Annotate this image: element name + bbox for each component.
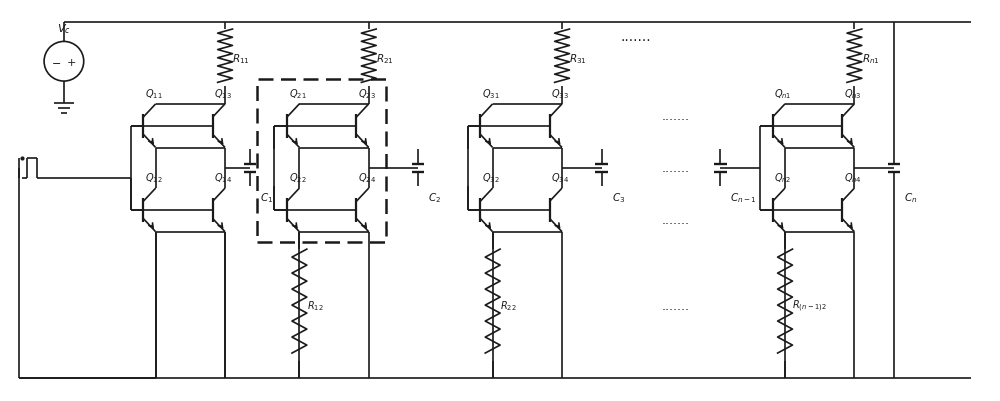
- Text: .......: .......: [662, 214, 690, 227]
- Text: $Q_{23}$: $Q_{23}$: [358, 87, 376, 101]
- Text: $Q_{13}$: $Q_{13}$: [214, 87, 232, 101]
- Text: $Q_{n3}$: $Q_{n3}$: [844, 87, 862, 101]
- Text: $Q_{n2}$: $Q_{n2}$: [774, 171, 792, 185]
- Text: $R_{(n-1)2}$: $R_{(n-1)2}$: [792, 298, 827, 313]
- Text: $R_{12}$: $R_{12}$: [307, 298, 323, 312]
- Text: $R_{22}$: $R_{22}$: [500, 298, 517, 312]
- Text: $+$: $+$: [66, 57, 76, 68]
- Text: .......: .......: [621, 30, 652, 45]
- Text: $Q_{n4}$: $Q_{n4}$: [844, 171, 862, 185]
- Text: $Q_{32}$: $Q_{32}$: [482, 171, 500, 185]
- Bar: [257, 80, 386, 242]
- Text: $C_{3}$: $C_{3}$: [612, 190, 625, 205]
- Text: $Q_{12}$: $Q_{12}$: [145, 171, 163, 185]
- Text: $R_{31}$: $R_{31}$: [569, 52, 587, 65]
- Text: $R_{n1}$: $R_{n1}$: [862, 52, 880, 65]
- Text: $C_{n-1}$: $C_{n-1}$: [730, 190, 757, 205]
- Text: $Q_{24}$: $Q_{24}$: [358, 171, 376, 185]
- Text: $Q_{22}$: $Q_{22}$: [289, 171, 306, 185]
- Text: $Q_{21}$: $Q_{21}$: [289, 87, 306, 101]
- Text: $R_{11}$: $R_{11}$: [232, 52, 250, 65]
- Text: $Q_{14}$: $Q_{14}$: [214, 171, 232, 185]
- Text: $Q_{33}$: $Q_{33}$: [551, 87, 569, 101]
- Text: $V_c$: $V_c$: [57, 22, 71, 36]
- Text: $Q_{n1}$: $Q_{n1}$: [774, 87, 792, 101]
- Text: .......: .......: [662, 299, 690, 312]
- Text: $R_{21}$: $R_{21}$: [376, 52, 394, 65]
- Text: $Q_{11}$: $Q_{11}$: [145, 87, 163, 101]
- Text: $C_{1}$: $C_{1}$: [260, 190, 273, 205]
- Text: $Q_{34}$: $Q_{34}$: [551, 171, 569, 185]
- Text: $-$: $-$: [51, 57, 62, 67]
- Text: .......: .......: [662, 110, 690, 123]
- Text: $C_{n}$: $C_{n}$: [904, 190, 917, 205]
- Text: .......: .......: [662, 162, 690, 175]
- Text: $Q_{31}$: $Q_{31}$: [482, 87, 500, 101]
- Text: $C_{2}$: $C_{2}$: [428, 190, 441, 205]
